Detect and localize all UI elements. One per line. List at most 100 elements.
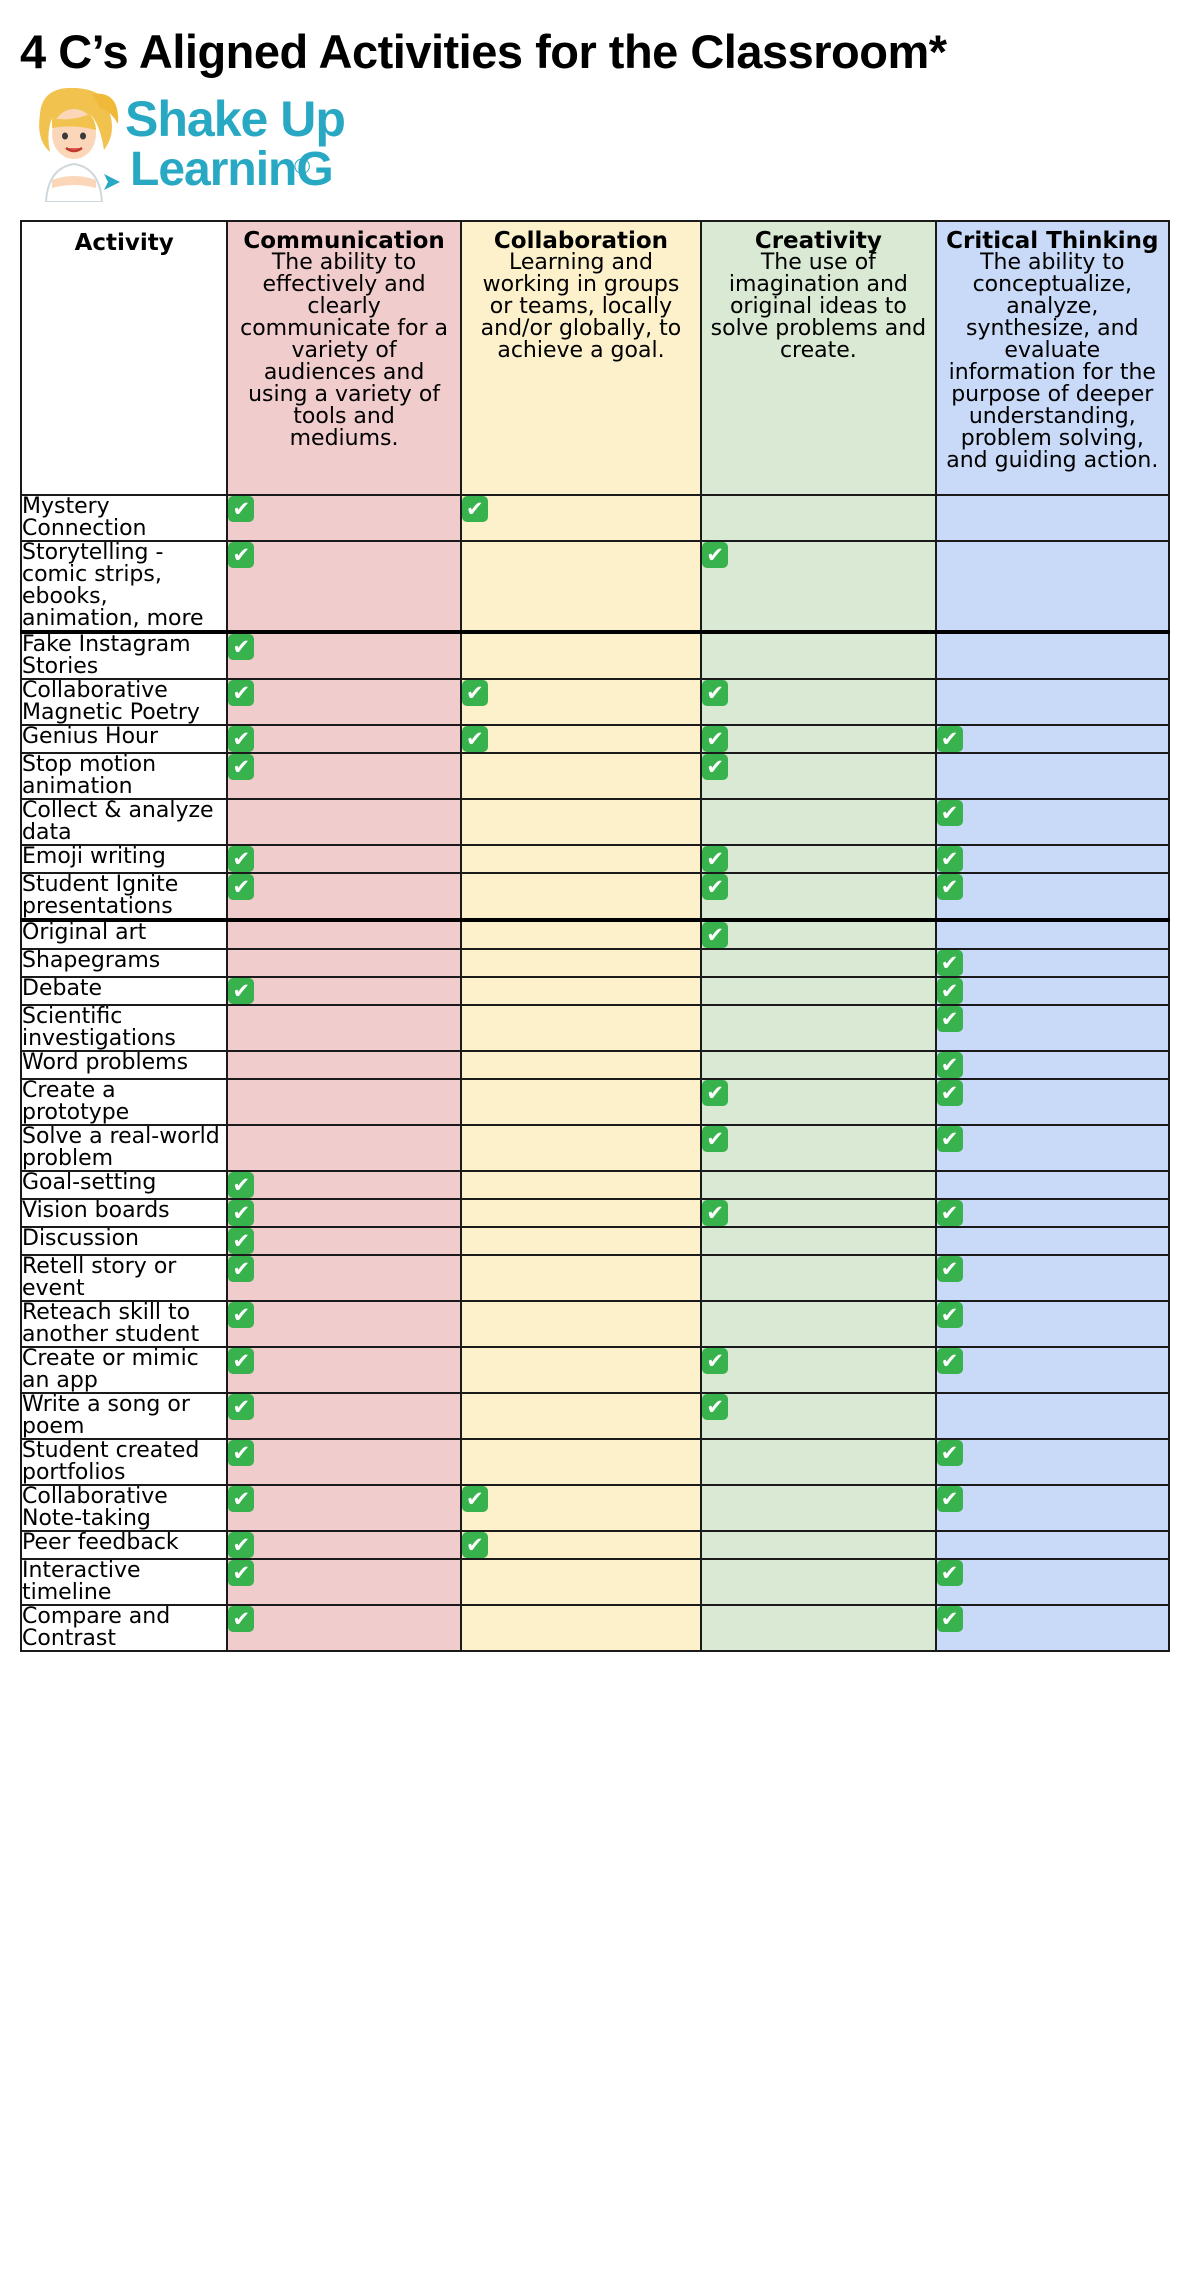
- activity-cell: Original art: [19, 918, 229, 950]
- check-mark-icon: ✔: [228, 1172, 255, 1198]
- check-mark-icon: ✔: [936, 1052, 963, 1078]
- column-title: Creativity: [754, 228, 882, 254]
- activity-cell: Collaborative Magnetic Poetry: [19, 678, 229, 726]
- activity-cell: Student Ignite presentations: [19, 872, 229, 921]
- table-row: Student Ignite presentations ✔ ✔ ✔: [19, 872, 1171, 921]
- com-cell: [226, 1078, 462, 1126]
- table-row: Student created portfolios ✔ ✔: [19, 1438, 1171, 1486]
- col-cell: [459, 1198, 703, 1228]
- check-mark-icon: ✔: [461, 1486, 488, 1512]
- check-mark-icon: ✔: [702, 1080, 729, 1106]
- crt-cell: [934, 540, 1171, 633]
- col-cell: [459, 1300, 703, 1348]
- col-cell: [459, 1604, 703, 1652]
- column-title: Critical Thinking: [946, 228, 1159, 254]
- table-row: Collaborative Note-taking ✔ ✔ ✔: [19, 1484, 1171, 1532]
- cre-cell: [700, 494, 937, 542]
- col-cell: [459, 1004, 703, 1052]
- activity-cell: Reteach skill to another student: [19, 1300, 229, 1348]
- table-body: Mystery Connection ✔ ✔ Storytelling - comic…: [19, 494, 1171, 1652]
- table-row: Retell story or event ✔ ✔: [19, 1254, 1171, 1302]
- activity-cell: Write a song or poem: [19, 1392, 229, 1440]
- activity-cell: Student created portfolios: [19, 1438, 229, 1486]
- crt-cell: ✔: [934, 1124, 1171, 1172]
- col-cell: [459, 752, 703, 800]
- col-cell: [459, 1078, 703, 1126]
- cre-cell: [700, 976, 937, 1006]
- table-row: Fake Instagram Stories ✔: [19, 630, 1171, 680]
- check-mark-icon: ✔: [228, 496, 255, 522]
- crt-cell: ✔: [934, 1254, 1171, 1302]
- check-mark-icon: ✔: [936, 1126, 963, 1152]
- table-row: Emoji writing ✔ ✔ ✔: [19, 844, 1171, 874]
- table-row: Goal-setting ✔: [19, 1170, 1171, 1200]
- check-mark-icon: ✔: [936, 800, 963, 826]
- table-row: Reteach skill to another student ✔ ✔: [19, 1300, 1171, 1348]
- com-cell: [226, 918, 462, 950]
- com-cell: [226, 948, 462, 978]
- com-cell: [226, 1004, 462, 1052]
- crt-cell: ✔: [934, 1558, 1171, 1606]
- crt-cell: ✔: [934, 948, 1171, 978]
- col-cell: [459, 630, 703, 680]
- crt-cell: ✔: [934, 724, 1171, 754]
- com-cell: ✔: [226, 1558, 462, 1606]
- crt-cell: [934, 1226, 1171, 1256]
- table-row: Genius Hour ✔ ✔ ✔ ✔: [19, 724, 1171, 754]
- cre-cell: [700, 1226, 937, 1256]
- check-mark-icon: ✔: [936, 874, 963, 900]
- check-mark-icon: ✔: [228, 1256, 255, 1282]
- cre-cell: [700, 1170, 937, 1200]
- activity-cell: Collaborative Note-taking: [19, 1484, 229, 1532]
- check-mark-icon: ✔: [936, 1080, 963, 1106]
- table-row: Create or mimic an app ✔ ✔ ✔: [19, 1346, 1171, 1394]
- cre-cell: [700, 1050, 937, 1080]
- com-cell: ✔: [226, 1438, 462, 1486]
- activity-cell: Collect & analyze data: [19, 798, 229, 846]
- check-mark-icon: ✔: [702, 922, 729, 948]
- col-cell: [459, 798, 703, 846]
- activity-cell: Shapegrams: [19, 948, 229, 978]
- cre-cell: [700, 1438, 937, 1486]
- cre-cell: ✔: [700, 1198, 937, 1228]
- com-cell: ✔: [226, 540, 462, 633]
- col-cell: [459, 1254, 703, 1302]
- cre-cell: [700, 948, 937, 978]
- check-mark-icon: ✔: [461, 680, 488, 706]
- crt-cell: ✔: [934, 798, 1171, 846]
- column-title: Collaboration: [493, 228, 669, 254]
- check-mark-icon: ✔: [936, 1348, 963, 1374]
- cre-cell: [700, 1004, 937, 1052]
- crt-cell: [934, 494, 1171, 542]
- crt-cell: ✔: [934, 844, 1171, 874]
- com-cell: ✔: [226, 1300, 462, 1348]
- crt-cell: ✔: [934, 1198, 1171, 1228]
- page-title: 4 C’s Aligned Activities for the Classro…: [20, 25, 947, 78]
- activity-cell: Interactive timeline: [19, 1558, 229, 1606]
- crt-cell: ✔: [934, 976, 1171, 1006]
- check-mark-icon: ✔: [228, 1440, 255, 1466]
- table-row: Debate ✔ ✔: [19, 976, 1171, 1006]
- activity-cell: Create or mimic an app: [19, 1346, 229, 1394]
- crt-cell: ✔: [934, 1300, 1171, 1348]
- cre-cell: ✔: [700, 1124, 937, 1172]
- check-mark-icon: ✔: [702, 1348, 729, 1374]
- crt-cell: ✔: [934, 1604, 1171, 1652]
- activity-cell: Peer feedback: [19, 1530, 229, 1560]
- com-cell: ✔: [226, 1392, 462, 1440]
- check-mark-icon: ✔: [936, 978, 963, 1004]
- check-mark-icon: ✔: [936, 950, 963, 976]
- check-mark-icon: ✔: [228, 1486, 255, 1512]
- cre-cell: ✔: [700, 1078, 937, 1126]
- cre-cell: [700, 1300, 937, 1348]
- col-cell: [459, 1558, 703, 1606]
- check-mark-icon: ✔: [228, 754, 255, 780]
- table-row: Collect & analyze data ✔: [19, 798, 1171, 846]
- activity-cell: Compare and Contrast: [19, 1604, 229, 1652]
- table-row: Scientific investigations ✔: [19, 1004, 1171, 1052]
- col-cell: [459, 918, 703, 950]
- table-row: Mystery Connection ✔ ✔: [19, 494, 1171, 542]
- activity-cell: Scientific investigations: [19, 1004, 229, 1052]
- table-row: Create a prototype ✔ ✔: [19, 1078, 1171, 1126]
- check-mark-icon: ✔: [228, 1200, 255, 1226]
